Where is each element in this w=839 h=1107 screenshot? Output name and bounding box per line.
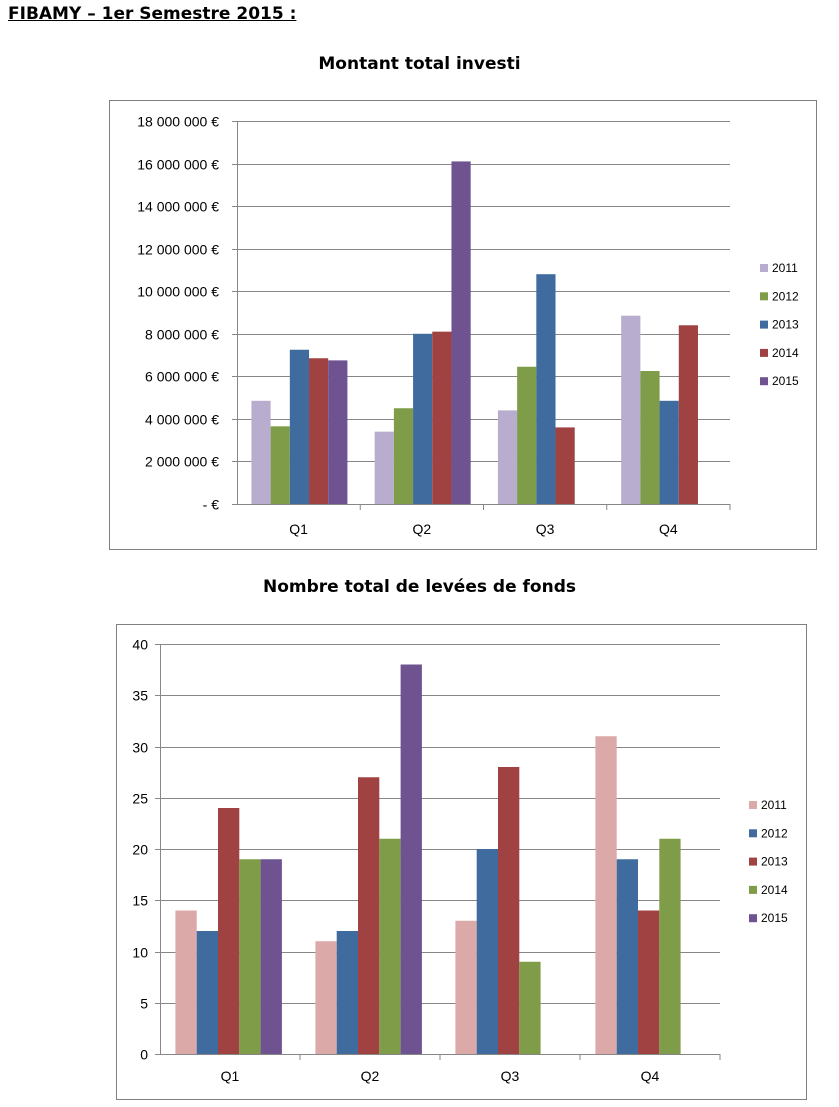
bar-q2-2015 bbox=[400, 664, 422, 1054]
legend-swatch-2014 bbox=[760, 348, 768, 357]
legend-swatch-2011 bbox=[749, 801, 757, 809]
legend-label-2012: 2012 bbox=[772, 289, 799, 303]
bar-q1-2012 bbox=[196, 931, 218, 1054]
x-tick-label: Q1 bbox=[289, 521, 308, 537]
x-tick-label: Q3 bbox=[501, 1068, 520, 1084]
legend-label-2014: 2014 bbox=[761, 883, 788, 897]
bar-q4-2014 bbox=[659, 838, 681, 1054]
x-tick-label: Q4 bbox=[641, 1068, 660, 1084]
bar-q3-2012 bbox=[476, 849, 498, 1054]
bar-q4-2014 bbox=[678, 325, 698, 504]
y-tick-label: 5 bbox=[140, 996, 148, 1012]
y-tick-label: 0 bbox=[140, 1047, 148, 1063]
bar-q4-2011 bbox=[595, 736, 617, 1054]
y-tick-label: 35 bbox=[132, 688, 148, 704]
y-tick-label: 2 000 000 € bbox=[145, 454, 219, 470]
bar-q1-2013 bbox=[218, 808, 240, 1054]
x-tick-label: Q2 bbox=[413, 521, 432, 537]
investment-bar-chart: - € 2 000 000 € 4 000 000 € 6 000 000 € 8 00… bbox=[109, 100, 817, 550]
chart-title-fundraising: Nombre total de levées de fonds bbox=[262, 577, 576, 597]
x-tick-label: Q2 bbox=[361, 1068, 380, 1084]
x-tick-label: Q1 bbox=[221, 1068, 240, 1084]
x-tick-label: Q4 bbox=[659, 521, 678, 537]
y-tick-label: 25 bbox=[132, 791, 148, 807]
bar-q1-2012 bbox=[270, 426, 290, 504]
bar-q1-2011 bbox=[251, 400, 271, 504]
bar-q1-2015 bbox=[328, 360, 348, 504]
y-tick-label: - € bbox=[203, 497, 220, 513]
bar-q4-2013 bbox=[638, 910, 660, 1054]
y-tick-label: 18 000 000 € bbox=[137, 114, 219, 130]
y-tick-label: 20 bbox=[132, 842, 148, 858]
bar-q3-2012 bbox=[517, 366, 537, 504]
bar-q1-2013 bbox=[289, 349, 310, 504]
legend-label-2014: 2014 bbox=[772, 346, 799, 360]
bar-q2-2014 bbox=[379, 838, 401, 1054]
bar-q3-2014 bbox=[555, 427, 575, 504]
bar-q3-2013 bbox=[498, 767, 520, 1054]
y-tick-label: 14 000 000 € bbox=[137, 199, 219, 215]
bar-q4-2013 bbox=[659, 400, 679, 504]
legend-swatch-2012 bbox=[760, 292, 768, 301]
legend-swatch-2015 bbox=[749, 914, 757, 923]
legend-label-2013: 2013 bbox=[761, 855, 788, 869]
bar-q3-2011 bbox=[497, 410, 518, 504]
x-tick-label: Q3 bbox=[536, 521, 555, 537]
y-tick-label: 10 000 000 € bbox=[137, 284, 219, 300]
chart-title-investment: Montant total investi bbox=[318, 54, 521, 74]
y-tick-label: 10 bbox=[132, 945, 148, 961]
bar-q3-2013 bbox=[536, 274, 556, 504]
y-tick-label: 12 000 000 € bbox=[137, 242, 219, 258]
y-tick-label: 16 000 000 € bbox=[137, 157, 219, 173]
bar-q2-2013 bbox=[413, 333, 433, 504]
y-tick-label: 15 bbox=[132, 893, 148, 909]
legend-label-2011: 2011 bbox=[761, 798, 787, 812]
bar-q1-2014 bbox=[309, 358, 329, 504]
legend-label-2015: 2015 bbox=[761, 911, 788, 925]
bar-q2-2011 bbox=[374, 431, 394, 504]
bar-q2-2012 bbox=[393, 408, 414, 504]
bar-q2-2011 bbox=[315, 941, 337, 1054]
legend-swatch-2012 bbox=[749, 829, 757, 838]
y-tick-label: 8 000 000 € bbox=[145, 327, 219, 343]
legend-swatch-2015 bbox=[760, 377, 768, 386]
bar-q2-2014 bbox=[432, 331, 452, 504]
y-tick-label: 4 000 000 € bbox=[145, 412, 219, 428]
legend-swatch-2011 bbox=[760, 264, 768, 272]
legend-label-2011: 2011 bbox=[772, 261, 798, 275]
legend-swatch-2013 bbox=[760, 320, 768, 329]
bar-q1-2015 bbox=[260, 859, 282, 1054]
bar-q1-2014 bbox=[239, 859, 261, 1054]
legend-label-2012: 2012 bbox=[761, 826, 788, 840]
bar-q2-2013 bbox=[358, 777, 380, 1054]
legend-label-2015: 2015 bbox=[772, 374, 799, 388]
bar-q4-2012 bbox=[616, 859, 638, 1054]
y-tick-label: 6 000 000 € bbox=[145, 369, 219, 385]
bar-q2-2012 bbox=[336, 931, 358, 1054]
document-heading: FIBAMY – 1er Semestre 2015 : bbox=[8, 4, 297, 24]
bar-q4-2012 bbox=[640, 371, 660, 504]
bar-q3-2011 bbox=[455, 920, 477, 1054]
bar-q3-2014 bbox=[519, 961, 541, 1054]
fundraising-bar-chart: 0 5 10 15 20 25 30 35 40 Q1 Q2 Q3 Q4 2011 2012 2013 2014… bbox=[116, 624, 807, 1100]
bar-q4-2011 bbox=[621, 315, 641, 504]
y-tick-label: 30 bbox=[132, 740, 148, 756]
legend-label-2013: 2013 bbox=[772, 318, 799, 332]
bar-q2-2015 bbox=[451, 161, 471, 504]
y-tick-label: 40 bbox=[132, 637, 148, 653]
legend-swatch-2013 bbox=[749, 857, 757, 866]
legend-swatch-2014 bbox=[749, 885, 757, 894]
bar-q1-2011 bbox=[175, 910, 197, 1054]
